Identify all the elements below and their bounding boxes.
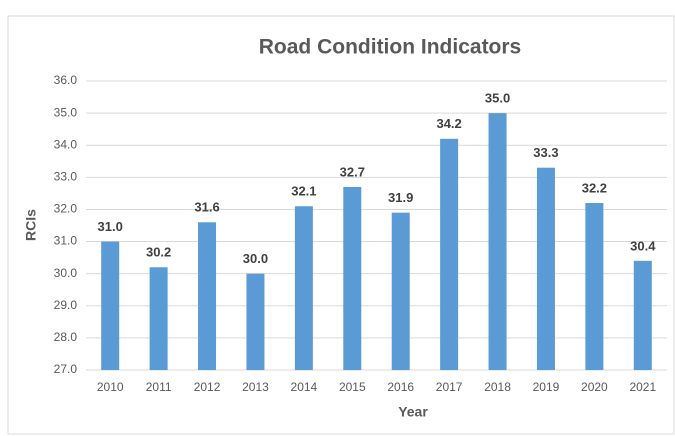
y-tick-label: 28.0 bbox=[54, 330, 78, 344]
x-tick-label: 2011 bbox=[146, 380, 172, 394]
bar bbox=[488, 113, 507, 370]
y-tick-label: 33.0 bbox=[54, 170, 78, 184]
bar bbox=[633, 260, 652, 370]
data-label: 30.2 bbox=[146, 245, 171, 260]
data-label: 31.0 bbox=[98, 219, 123, 234]
x-tick-label: 2014 bbox=[291, 380, 318, 394]
x-tick-label: 2017 bbox=[436, 380, 463, 394]
bar bbox=[536, 167, 555, 370]
y-tick-label: 34.0 bbox=[54, 137, 78, 151]
y-tick-label: 32.0 bbox=[54, 202, 78, 216]
data-label: 30.4 bbox=[630, 238, 656, 253]
bar bbox=[149, 267, 168, 370]
bar bbox=[585, 203, 604, 370]
data-label: 31.6 bbox=[194, 200, 219, 215]
x-axis-label: Year bbox=[398, 404, 428, 420]
bar bbox=[343, 186, 362, 370]
x-tick-label: 2013 bbox=[242, 380, 269, 394]
x-tick-label: 2018 bbox=[484, 380, 511, 394]
bar bbox=[391, 212, 410, 370]
x-tick-label: 2012 bbox=[194, 380, 221, 394]
x-tick-label: 2019 bbox=[533, 380, 560, 394]
bar bbox=[440, 138, 459, 370]
x-tick-label: 2020 bbox=[581, 380, 608, 394]
data-label: 32.7 bbox=[340, 164, 365, 179]
x-tick-label: 2016 bbox=[387, 380, 414, 394]
y-tick-label: 36.0 bbox=[54, 73, 78, 87]
bar bbox=[294, 206, 313, 370]
y-tick-label: 35.0 bbox=[54, 105, 78, 119]
data-label: 34.2 bbox=[436, 116, 461, 131]
bar bbox=[198, 222, 217, 370]
data-label: 33.3 bbox=[533, 145, 558, 160]
y-tick-label: 30.0 bbox=[54, 266, 78, 280]
chart-title: Road Condition Indicators bbox=[259, 36, 522, 59]
x-tick-label: 2021 bbox=[629, 380, 656, 394]
y-tick-label: 27.0 bbox=[54, 362, 78, 376]
data-label: 30.0 bbox=[243, 251, 268, 266]
x-tick-label: 2015 bbox=[339, 380, 366, 394]
bar bbox=[246, 273, 265, 370]
data-label: 35.0 bbox=[485, 91, 510, 106]
y-axis-label: RCIs bbox=[23, 209, 39, 241]
y-tick-label: 29.0 bbox=[54, 298, 78, 312]
x-tick-label: 2010 bbox=[97, 380, 124, 394]
y-tick-label: 31.0 bbox=[54, 234, 78, 248]
data-label: 32.2 bbox=[582, 180, 607, 195]
bar bbox=[101, 241, 120, 370]
data-label: 32.1 bbox=[291, 184, 316, 199]
data-label: 31.9 bbox=[388, 190, 413, 205]
